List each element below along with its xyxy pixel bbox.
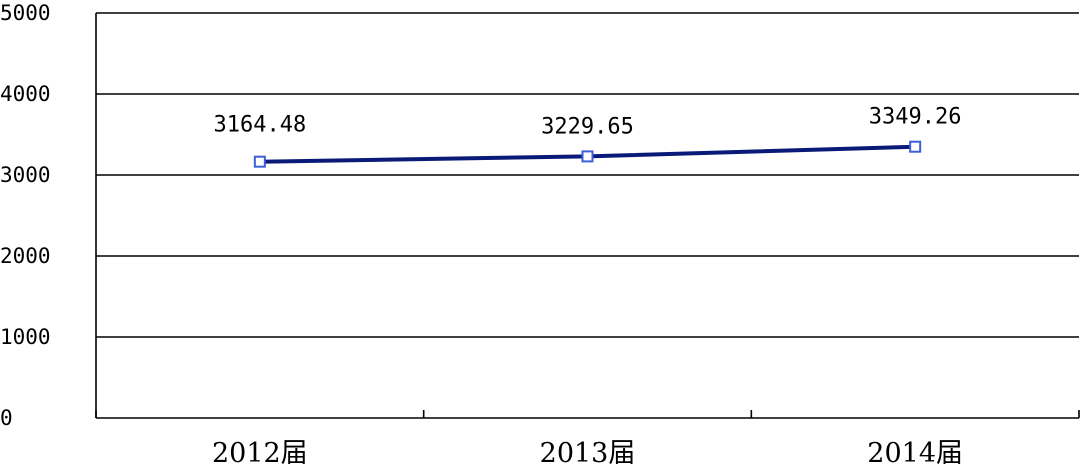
y-tick-label: 4000: [0, 82, 51, 106]
gridlines: [96, 12, 1079, 338]
data-label: 3164.48: [213, 113, 306, 138]
data-point-marker: [581, 150, 594, 163]
data-label: 3349.26: [869, 105, 962, 130]
data-point-marker: [253, 155, 266, 168]
y-tick-labels: 0 1000 2000 3000 4000 5000: [0, 1, 51, 430]
x-tick-label: 2012届: [212, 438, 308, 469]
y-tick-label: 3000: [0, 163, 51, 187]
series: [253, 140, 922, 168]
y-tick-label: 1000: [0, 325, 51, 349]
data-labels: 3164.48 3229.65 3349.26: [213, 105, 961, 140]
axes: [95, 13, 1080, 419]
x-tick-labels: 2012届 2013届 2014届: [212, 438, 963, 469]
y-tick-label: 0: [0, 406, 13, 430]
data-label: 3229.65: [541, 114, 634, 139]
x-tick-label: 2014届: [867, 438, 963, 469]
x-tick-label: 2013届: [540, 438, 636, 469]
y-tick-label: 2000: [0, 244, 51, 268]
data-point-marker: [909, 140, 922, 153]
y-tick-label: 5000: [0, 1, 51, 25]
